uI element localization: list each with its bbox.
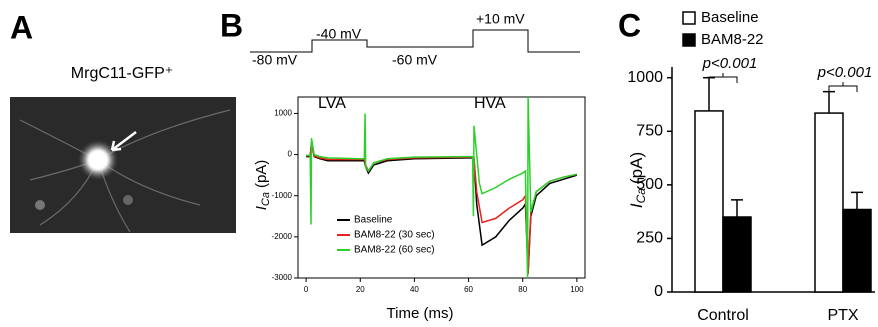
y-tick-label: -3000: [272, 273, 293, 282]
panel-label: B: [220, 7, 243, 43]
annotation: HVA: [474, 95, 506, 112]
cell-dim: [123, 195, 133, 205]
x-tick-label: 0: [304, 285, 309, 294]
y-tick-label: 500: [636, 176, 663, 193]
micrograph: [10, 97, 236, 233]
legend-swatch: [683, 34, 695, 46]
x-tick-label: PTX: [827, 307, 858, 324]
legend-label: Baseline: [354, 215, 393, 226]
y-tick-label: -2000: [272, 232, 293, 241]
annotation: p<0.001: [817, 64, 873, 81]
y-tick-label: 750: [636, 123, 663, 140]
bar: [695, 111, 723, 292]
trace: [306, 144, 577, 274]
trace: [306, 142, 577, 274]
x-tick-label: 60: [464, 285, 473, 294]
protocol-label: -60 mV: [392, 52, 438, 68]
annotation: LVA: [318, 95, 346, 112]
y-tick-label: -1000: [272, 191, 293, 200]
x-tick-label: 40: [410, 285, 419, 294]
x-tick-label: Control: [697, 307, 749, 324]
panel-label: A: [10, 9, 33, 45]
legend-label: BAM8-22 (30 sec): [354, 230, 435, 241]
figure: A MrgC11-GFP⁺ -80 mV -40 mV -60 mV +10 m…: [0, 0, 878, 327]
x-tick-label: 20: [356, 285, 365, 294]
y-axis-label: ICa(pA): [253, 160, 272, 211]
x-tick-label: 100: [570, 285, 584, 294]
cell-dim: [35, 200, 45, 210]
significance-bracket: [829, 82, 857, 92]
legend-label: Baseline: [701, 9, 759, 26]
protocol-label: -80 mV: [252, 52, 298, 68]
panel-label: C: [618, 7, 641, 43]
y-tick-label: 1000: [627, 69, 663, 86]
legend-label: BAM8-22 (60 sec): [354, 245, 435, 256]
annotation: p<0.001: [702, 55, 758, 72]
y-tick-label: 1000: [274, 109, 292, 118]
x-axis-label: Time (ms): [387, 305, 454, 322]
legend-label: BAM8-22: [701, 31, 764, 48]
y-tick-label: 0: [288, 150, 293, 159]
bar: [843, 210, 871, 293]
x-tick-label: 80: [518, 285, 527, 294]
protocol-label: -40 mV: [316, 26, 362, 42]
cell-body: [89, 151, 107, 169]
bar: [723, 217, 751, 292]
protocol-label: +10 mV: [476, 11, 525, 27]
panel-title: MrgC11-GFP⁺: [71, 65, 173, 82]
y-label-unit: (pA): [253, 160, 270, 188]
y-tick-label: 250: [636, 230, 663, 247]
y-tick-label: 0: [654, 283, 663, 300]
y-label-subscript: Ca: [260, 192, 272, 206]
legend-swatch: [683, 12, 695, 24]
bar: [815, 113, 843, 292]
